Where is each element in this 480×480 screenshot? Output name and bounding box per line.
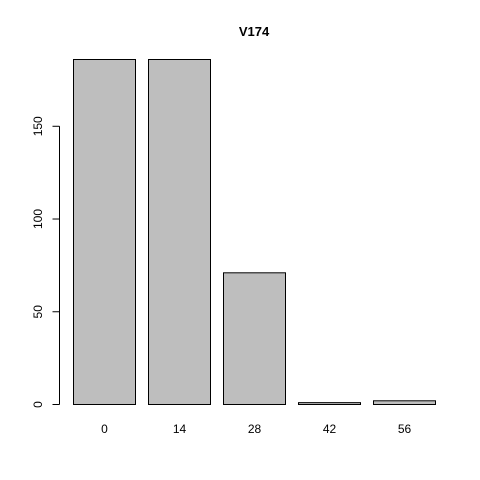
bar-14 [148, 59, 211, 405]
y-tick-label-150: 150 [31, 116, 45, 136]
bar-42 [298, 402, 361, 406]
x-tick-label-42: 42 [323, 422, 337, 436]
y-tick-label-50: 50 [31, 305, 45, 319]
y-tick-label-0: 0 [31, 401, 45, 408]
x-tick-labels: 0 14 28 42 56 [101, 422, 411, 436]
y-axis: 0 50 100 150 [31, 116, 60, 408]
chart-title: V174 [239, 24, 270, 39]
x-tick-label-56: 56 [398, 422, 412, 436]
bar-group [73, 59, 436, 406]
x-tick-label-0: 0 [101, 422, 108, 436]
bar-0 [73, 59, 136, 405]
bar-56 [373, 400, 436, 405]
y-tick-label-100: 100 [31, 209, 45, 229]
x-tick-label-28: 28 [248, 422, 262, 436]
bar-28 [223, 272, 286, 405]
x-tick-label-14: 14 [173, 422, 187, 436]
